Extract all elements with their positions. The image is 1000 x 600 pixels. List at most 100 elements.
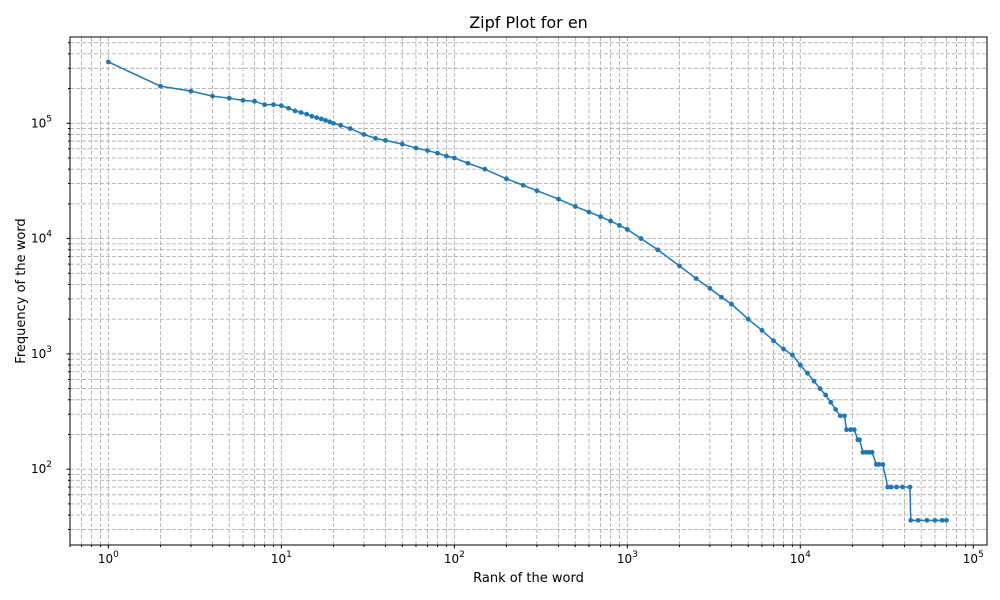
axis-ticks: 100 101 102 103 104 105 102 103 104 105	[31, 42, 984, 566]
x-tick-label: 105	[963, 550, 984, 566]
data-point	[314, 115, 320, 120]
data-point	[572, 204, 578, 209]
x-tick-label: 104	[790, 550, 811, 566]
data-point	[504, 176, 509, 182]
data-point	[848, 427, 853, 433]
data-point	[842, 413, 847, 419]
grid	[69, 37, 987, 545]
data-point	[869, 449, 875, 455]
data-point	[327, 119, 332, 125]
data-point	[252, 98, 257, 104]
data-point	[805, 370, 810, 376]
data-point	[444, 153, 449, 159]
data-point	[719, 294, 724, 300]
x-tick-label: 100	[98, 550, 119, 566]
data-point	[894, 484, 899, 490]
data-point	[900, 484, 905, 490]
data-point	[876, 462, 882, 467]
data-point	[797, 362, 803, 368]
data-point	[240, 97, 246, 103]
data-point	[158, 83, 163, 89]
data-point	[262, 102, 267, 108]
data-point	[759, 327, 765, 333]
y-tick-label: 102	[31, 460, 52, 476]
data-point	[286, 105, 291, 111]
data-point	[534, 188, 540, 194]
data-point	[331, 120, 336, 126]
data-point	[745, 316, 751, 322]
series	[105, 59, 949, 523]
data-point	[924, 517, 930, 523]
data-point	[655, 247, 661, 253]
y-tick-label: 103	[31, 345, 52, 361]
data-point	[399, 141, 405, 147]
data-point	[309, 113, 315, 119]
x-axis-label: Rank of the word	[473, 571, 584, 586]
data-point	[844, 427, 849, 433]
data-point	[361, 132, 367, 137]
data-point	[851, 427, 857, 433]
data-point	[318, 116, 324, 122]
data-point	[888, 484, 894, 490]
data-point	[939, 517, 945, 523]
data-point	[188, 88, 194, 94]
data-point	[435, 150, 440, 156]
data-point	[790, 352, 795, 358]
data-point	[383, 138, 388, 143]
data-point	[482, 166, 488, 172]
data-point	[932, 517, 938, 523]
data-point	[823, 392, 828, 398]
data-point	[338, 122, 343, 128]
data-point	[586, 209, 592, 215]
data-point	[451, 155, 457, 161]
data-point	[880, 462, 886, 467]
y-tick-label: 104	[31, 230, 52, 246]
data-point	[304, 111, 310, 117]
data-point	[907, 484, 913, 490]
data-point	[857, 437, 862, 443]
data-point	[915, 517, 921, 523]
data-point	[425, 148, 430, 153]
x-tick-label: 103	[617, 550, 638, 566]
data-point	[781, 346, 786, 352]
data-point	[465, 160, 471, 166]
data-point	[373, 135, 378, 141]
data-point	[556, 196, 561, 202]
data-point	[837, 413, 843, 419]
data-point	[608, 218, 613, 224]
data-point	[908, 517, 914, 523]
data-point	[278, 103, 284, 109]
data-point	[210, 93, 215, 99]
data-point	[347, 126, 353, 131]
data-point	[817, 386, 823, 391]
data-point	[944, 517, 949, 523]
x-tick-label: 102	[444, 550, 465, 566]
data-point	[271, 102, 276, 108]
data-point	[226, 95, 232, 101]
data-point	[771, 338, 776, 344]
data-point	[413, 145, 419, 151]
y-axis-label: Frequency of the word	[14, 218, 29, 363]
data-point	[323, 117, 328, 123]
data-point	[520, 182, 526, 188]
data-point	[833, 406, 839, 412]
data-point	[677, 263, 682, 269]
data-point	[617, 223, 622, 228]
data-point	[707, 285, 713, 291]
data-point	[298, 110, 304, 115]
data-point	[292, 108, 298, 114]
y-tick-label: 105	[31, 114, 52, 130]
data-point	[598, 214, 603, 220]
plot-frame	[69, 36, 988, 546]
data-point	[885, 484, 891, 490]
data-point	[638, 236, 644, 241]
x-tick-label: 101	[271, 550, 292, 566]
data-point	[729, 301, 734, 307]
data-point	[811, 378, 817, 384]
data-point	[624, 227, 630, 232]
data-point	[828, 399, 834, 405]
chart-title: Zipf Plot for en	[469, 13, 588, 32]
data-point	[693, 276, 699, 281]
